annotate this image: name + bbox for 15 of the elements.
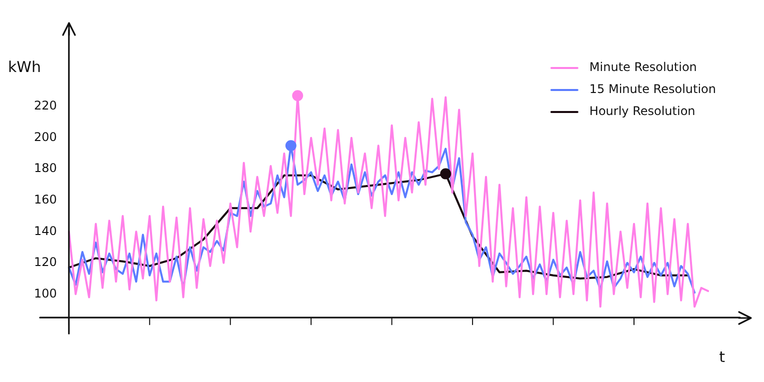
point: [292, 90, 304, 102]
point: [440, 168, 452, 180]
legend-label: Hourly Resolution: [589, 104, 696, 118]
y-tick-label: 140: [34, 224, 57, 238]
y-tick-label: 120: [34, 255, 57, 270]
point: [285, 140, 296, 152]
y-tick-label: 100: [34, 286, 57, 300]
x-axis-title: t: [719, 348, 726, 366]
y-tick-label: 180: [34, 161, 57, 176]
y-tick-label: 200: [34, 130, 57, 144]
legend-label: 15 Minute Resolution: [589, 82, 716, 96]
legend-label: Minute Resolution: [589, 60, 697, 74]
y-tick-label: 220: [34, 98, 57, 113]
y-tick-label: 160: [34, 192, 57, 206]
y-axis-title: kWh: [8, 58, 42, 76]
